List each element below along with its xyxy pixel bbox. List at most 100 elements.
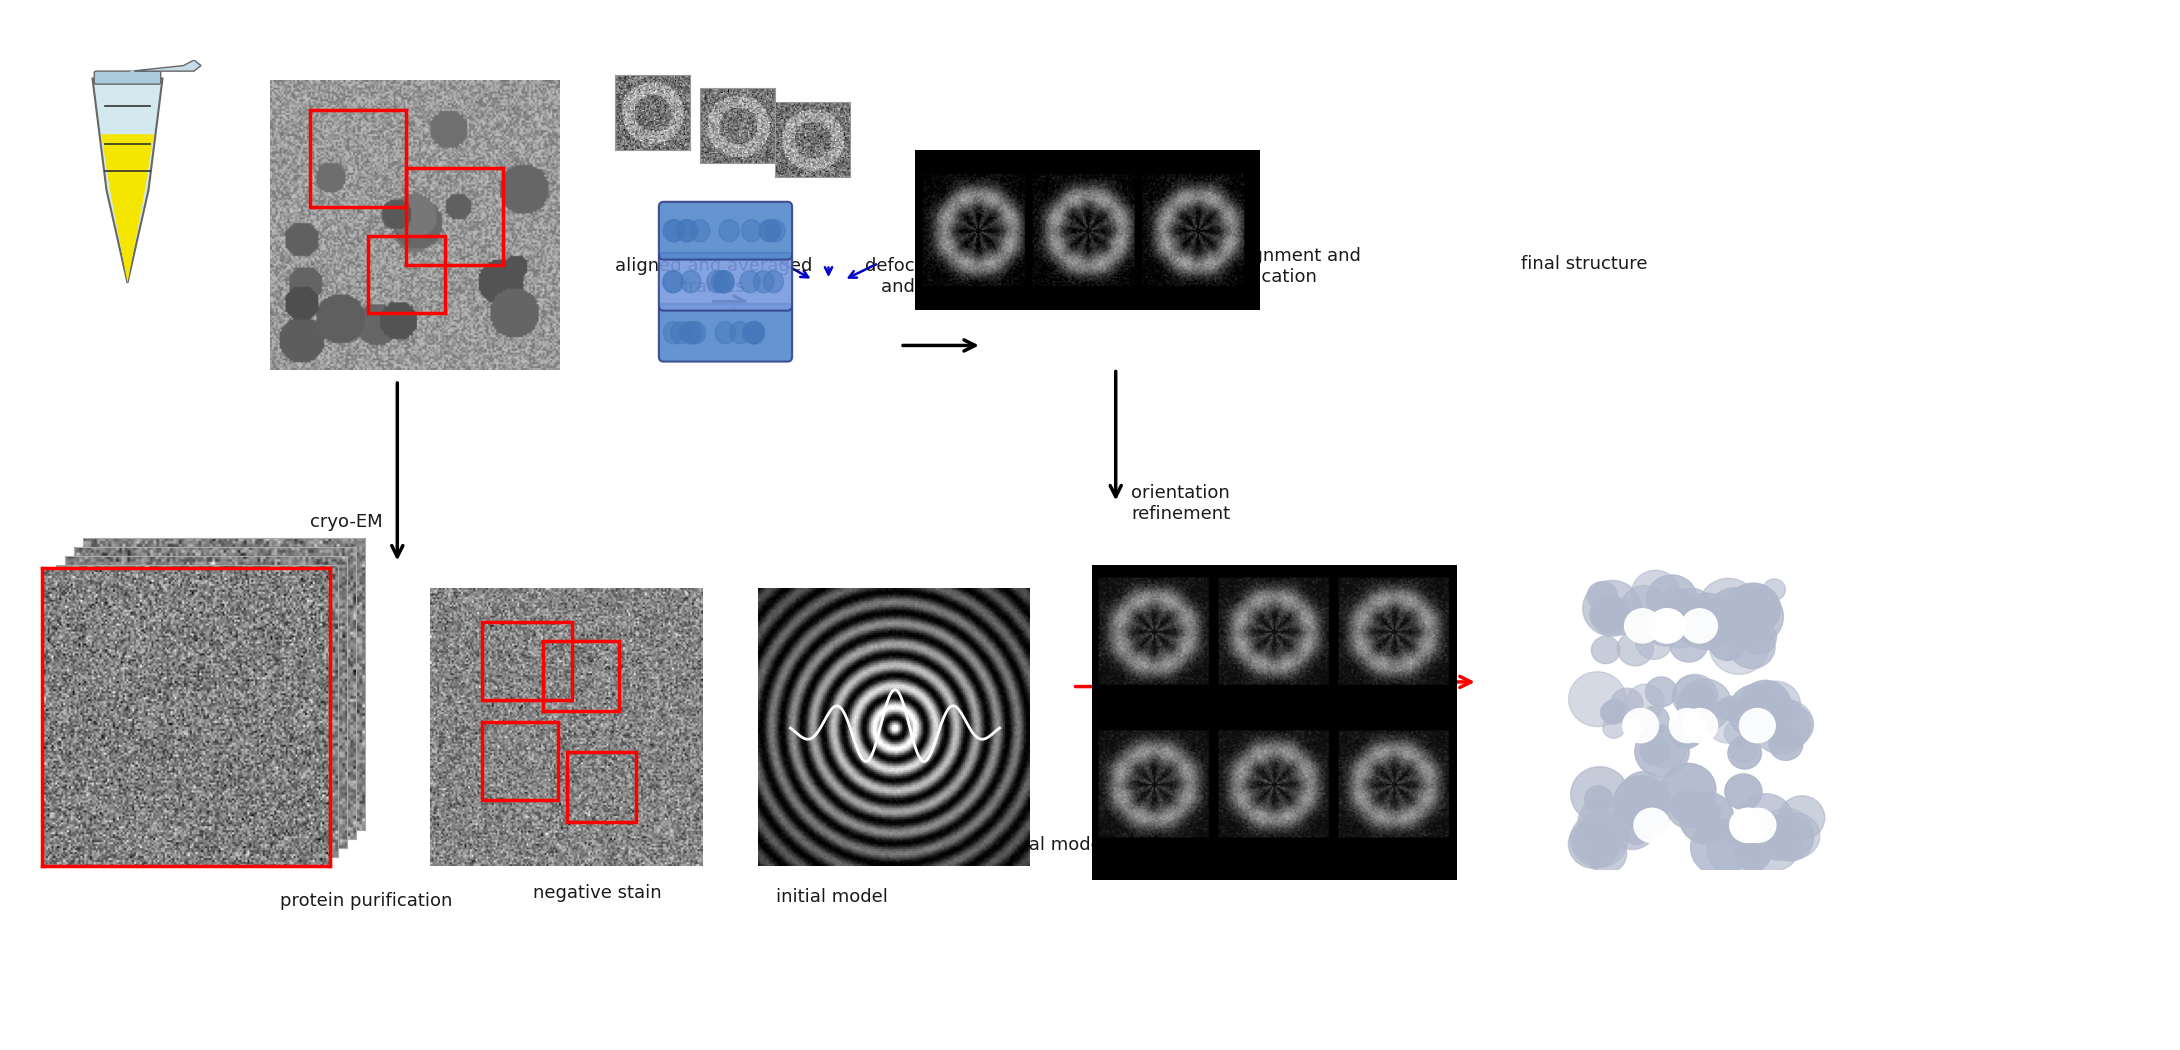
Circle shape bbox=[1668, 792, 1707, 827]
Circle shape bbox=[1646, 575, 1698, 624]
Circle shape bbox=[1642, 806, 1670, 834]
Circle shape bbox=[1670, 625, 1709, 663]
Circle shape bbox=[1729, 737, 1761, 769]
Circle shape bbox=[1674, 676, 1711, 712]
Circle shape bbox=[1661, 588, 1692, 616]
Circle shape bbox=[680, 271, 702, 293]
Circle shape bbox=[1729, 627, 1753, 651]
Circle shape bbox=[1594, 604, 1626, 635]
Circle shape bbox=[663, 219, 682, 242]
Circle shape bbox=[1740, 620, 1777, 654]
Text: subframe collection: subframe collection bbox=[334, 255, 512, 273]
Circle shape bbox=[715, 321, 735, 343]
Circle shape bbox=[1707, 701, 1751, 743]
Circle shape bbox=[1676, 593, 1735, 650]
Circle shape bbox=[1740, 709, 1775, 742]
Circle shape bbox=[1729, 736, 1757, 762]
Circle shape bbox=[1672, 588, 1711, 627]
Circle shape bbox=[1676, 679, 1731, 731]
Circle shape bbox=[761, 219, 780, 242]
Circle shape bbox=[1587, 835, 1626, 873]
Circle shape bbox=[663, 321, 685, 343]
Circle shape bbox=[1585, 785, 1613, 813]
Circle shape bbox=[1602, 717, 1624, 738]
Circle shape bbox=[1642, 602, 1687, 646]
Circle shape bbox=[1679, 792, 1733, 844]
Circle shape bbox=[663, 271, 682, 293]
Circle shape bbox=[1744, 825, 1770, 851]
Circle shape bbox=[1642, 707, 1670, 734]
Circle shape bbox=[1724, 822, 1746, 843]
Circle shape bbox=[1759, 808, 1814, 860]
Circle shape bbox=[1707, 588, 1764, 644]
Text: negative stain: negative stain bbox=[534, 884, 663, 902]
Circle shape bbox=[1618, 631, 1652, 666]
Circle shape bbox=[743, 321, 763, 343]
Circle shape bbox=[730, 321, 750, 343]
Circle shape bbox=[1768, 818, 1814, 861]
Circle shape bbox=[711, 271, 732, 293]
Circle shape bbox=[1626, 823, 1648, 845]
Text: particle alignment and
classification: particle alignment and classification bbox=[1158, 247, 1360, 286]
Circle shape bbox=[1681, 609, 1718, 643]
Circle shape bbox=[1600, 700, 1624, 723]
Bar bbox=[310, 110, 405, 207]
Circle shape bbox=[1751, 681, 1801, 729]
Circle shape bbox=[1694, 707, 1716, 728]
Circle shape bbox=[1574, 818, 1620, 863]
Circle shape bbox=[1611, 688, 1644, 719]
Text: defocus determination
and CTF correction: defocus determination and CTF correction bbox=[865, 257, 1068, 296]
Bar bbox=[482, 722, 558, 800]
Circle shape bbox=[1727, 583, 1781, 635]
Circle shape bbox=[1729, 808, 1766, 842]
Circle shape bbox=[715, 271, 735, 293]
Circle shape bbox=[1729, 625, 1775, 669]
Circle shape bbox=[1761, 700, 1814, 749]
Circle shape bbox=[1635, 726, 1690, 777]
Bar bbox=[567, 752, 637, 822]
Text: protein purification: protein purification bbox=[281, 892, 453, 910]
Circle shape bbox=[1631, 570, 1679, 615]
Polygon shape bbox=[92, 79, 164, 282]
Bar bbox=[482, 623, 573, 700]
Circle shape bbox=[763, 271, 783, 293]
Circle shape bbox=[1659, 608, 1700, 648]
Circle shape bbox=[1670, 717, 1703, 749]
FancyBboxPatch shape bbox=[94, 71, 161, 84]
Circle shape bbox=[1572, 766, 1628, 822]
Circle shape bbox=[1707, 823, 1764, 876]
Circle shape bbox=[1737, 794, 1794, 846]
Circle shape bbox=[1727, 606, 1753, 631]
Circle shape bbox=[1742, 815, 1801, 872]
Text: aligned and averaged
frames: aligned and averaged frames bbox=[615, 257, 813, 296]
Circle shape bbox=[680, 321, 700, 343]
Circle shape bbox=[1768, 728, 1803, 760]
Circle shape bbox=[741, 219, 761, 242]
Circle shape bbox=[1626, 685, 1663, 720]
Circle shape bbox=[1692, 819, 1751, 876]
Bar bbox=[368, 235, 445, 313]
Circle shape bbox=[1639, 736, 1670, 765]
Circle shape bbox=[1646, 677, 1676, 707]
Circle shape bbox=[1735, 837, 1770, 871]
Circle shape bbox=[1591, 636, 1620, 664]
Circle shape bbox=[746, 321, 765, 343]
Circle shape bbox=[1661, 594, 1709, 640]
Circle shape bbox=[1635, 625, 1672, 659]
Circle shape bbox=[663, 271, 685, 293]
Circle shape bbox=[1622, 586, 1666, 628]
Circle shape bbox=[1724, 774, 1761, 810]
Circle shape bbox=[1764, 834, 1792, 860]
FancyBboxPatch shape bbox=[658, 253, 791, 311]
Circle shape bbox=[1779, 796, 1825, 840]
Circle shape bbox=[1683, 684, 1713, 715]
Circle shape bbox=[685, 321, 706, 343]
Circle shape bbox=[739, 271, 761, 293]
Circle shape bbox=[1624, 609, 1661, 643]
Circle shape bbox=[1589, 595, 1628, 633]
Circle shape bbox=[1570, 672, 1626, 727]
Circle shape bbox=[1622, 709, 1659, 742]
Circle shape bbox=[1724, 720, 1751, 746]
Circle shape bbox=[1613, 776, 1670, 830]
Circle shape bbox=[1698, 579, 1757, 635]
